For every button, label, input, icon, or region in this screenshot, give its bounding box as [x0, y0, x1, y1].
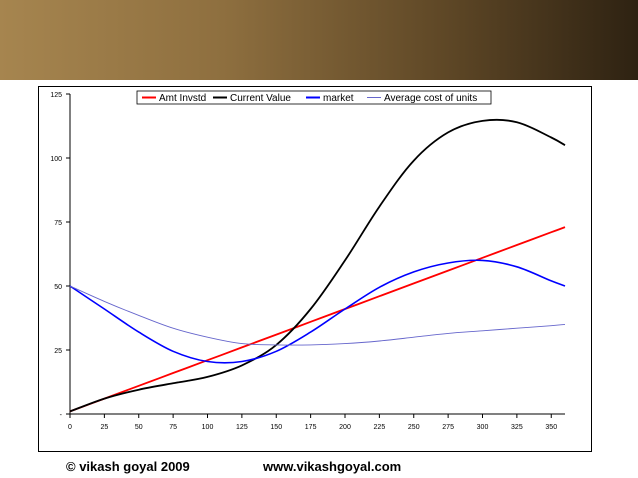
y-tick-label: 75 — [54, 220, 62, 227]
x-tick-label: 150 — [270, 424, 282, 431]
x-tick-label: 200 — [339, 424, 351, 431]
series-line-current-value — [69, 118, 566, 413]
website-link[interactable]: www.vikashgoyal.com — [263, 459, 402, 474]
x-tick-label: 350 — [545, 424, 557, 431]
x-tick-label: 250 — [408, 424, 420, 431]
series-line-average-cost — [69, 285, 566, 346]
legend-label: Current Value — [230, 93, 291, 104]
x-tick-label: 0 — [68, 424, 72, 431]
x-tick-label: 100 — [202, 424, 214, 431]
line-chart: - 25 50 75 100 125 0 25 50 75 100 125 150 175 200 225 25… — [50, 90, 566, 431]
legend-label: market — [323, 93, 354, 104]
series-line-amt-invstd — [69, 226, 566, 413]
y-tick-label: 100 — [50, 156, 62, 163]
legend-label: Amt Invstd — [159, 93, 206, 104]
copyright-text: © vikash goyal 2009 — [66, 459, 190, 474]
x-tick-label: 175 — [305, 424, 317, 431]
x-tick-label: 50 — [135, 424, 143, 431]
x-tick-label: 225 — [374, 424, 386, 431]
chart-area: - 25 50 75 100 125 0 25 50 75 100 125 150 175 200 225 25… — [38, 86, 592, 452]
legend-label: Average cost of units — [384, 93, 477, 104]
y-tick-label: 125 — [50, 92, 62, 99]
x-tick-label: 275 — [442, 424, 454, 431]
x-tick-label: 25 — [100, 424, 108, 431]
y-tick-label: 50 — [54, 284, 62, 291]
title-banner — [0, 0, 638, 80]
x-tick-label: 125 — [236, 424, 248, 431]
y-tick-label: - — [60, 412, 63, 419]
x-tick-label: 325 — [511, 424, 523, 431]
series-line-market — [69, 259, 566, 364]
y-tick-label: 25 — [54, 348, 62, 355]
x-tick-label: 75 — [169, 424, 177, 431]
x-tick-label: 300 — [477, 424, 489, 431]
